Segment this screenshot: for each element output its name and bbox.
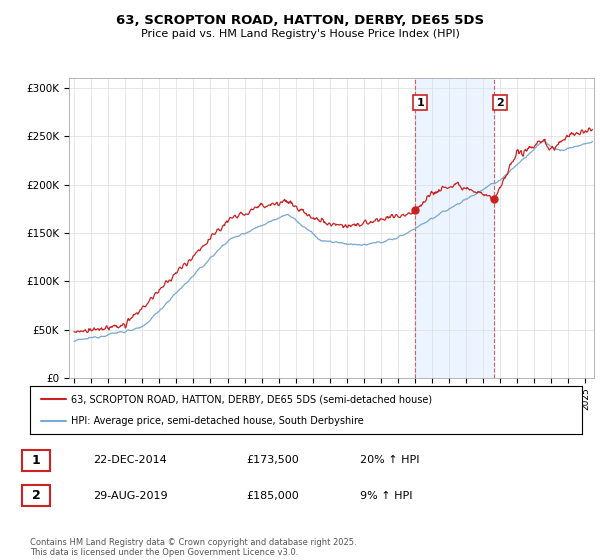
Text: 22-DEC-2014: 22-DEC-2014 — [93, 455, 167, 465]
Text: 63, SCROPTON ROAD, HATTON, DERBY, DE65 5DS (semi-detached house): 63, SCROPTON ROAD, HATTON, DERBY, DE65 5… — [71, 394, 433, 404]
Text: HPI: Average price, semi-detached house, South Derbyshire: HPI: Average price, semi-detached house,… — [71, 416, 364, 426]
Text: 2: 2 — [496, 97, 504, 108]
Text: Price paid vs. HM Land Registry's House Price Index (HPI): Price paid vs. HM Land Registry's House … — [140, 29, 460, 39]
Text: 1: 1 — [416, 97, 424, 108]
Text: 63, SCROPTON ROAD, HATTON, DERBY, DE65 5DS: 63, SCROPTON ROAD, HATTON, DERBY, DE65 5… — [116, 14, 484, 27]
Bar — [415, 78, 494, 378]
Text: £173,500: £173,500 — [246, 455, 299, 465]
Text: 20% ↑ HPI: 20% ↑ HPI — [360, 455, 419, 465]
Text: £185,000: £185,000 — [246, 491, 299, 501]
Text: 9% ↑ HPI: 9% ↑ HPI — [360, 491, 413, 501]
Text: 1: 1 — [32, 454, 40, 467]
Text: 29-AUG-2019: 29-AUG-2019 — [93, 491, 167, 501]
Text: 2: 2 — [32, 489, 40, 502]
Text: Contains HM Land Registry data © Crown copyright and database right 2025.
This d: Contains HM Land Registry data © Crown c… — [30, 538, 356, 557]
